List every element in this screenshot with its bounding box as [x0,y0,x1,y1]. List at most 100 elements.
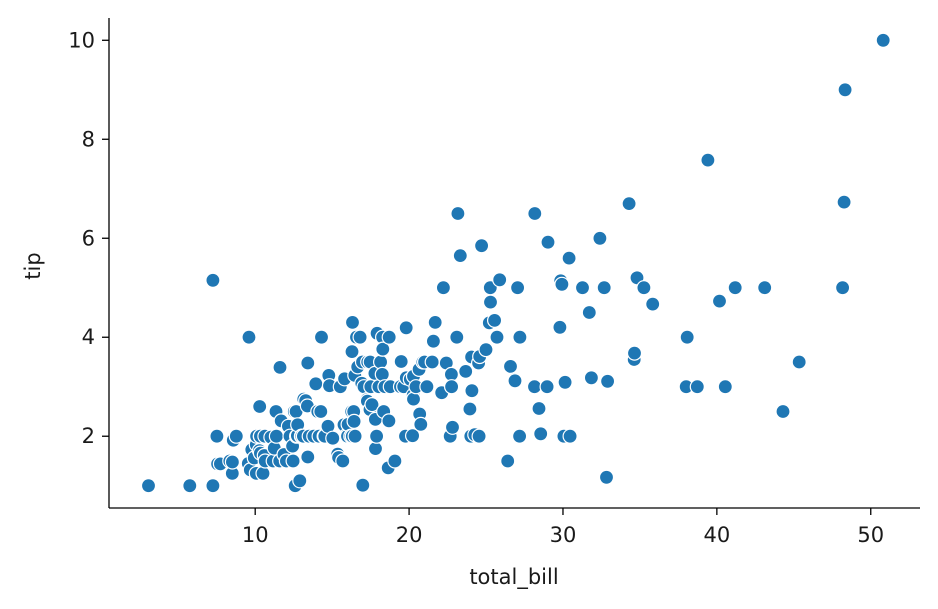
data-point [531,400,547,417]
data-point [471,428,487,444]
data-point [482,294,499,310]
data-point [487,312,503,328]
data-point [344,314,361,330]
data-point [444,379,460,395]
data-point [435,280,451,296]
x-tick-label: 30 [550,523,577,547]
data-point [452,248,468,264]
data-point [700,152,716,168]
data-point [352,329,368,345]
data-point [393,353,409,370]
data-point [375,341,391,357]
data-point [272,359,288,375]
data-point [292,473,308,489]
data-point [500,453,516,469]
data-point [205,478,221,494]
y-axis-label: tip [21,252,45,279]
data-point [374,366,390,382]
data-point [344,344,360,360]
data-point [346,413,362,429]
data-point [836,194,852,210]
x-tick-label: 50 [857,523,884,547]
x-axis-label: total_bill [469,565,558,590]
data-point [539,379,555,395]
data-point [507,373,523,389]
data-point [209,428,225,444]
data-point [552,319,568,335]
y-tick-label: 6 [82,226,95,250]
data-point [425,333,441,349]
data-point [347,428,363,444]
data-point [834,280,851,296]
data-point [381,329,397,345]
data-point [717,379,733,395]
data-point [449,329,465,345]
data-point [509,280,526,296]
data-point [405,391,422,407]
data-point [596,280,612,296]
x-tick-label: 40 [703,523,730,547]
data-point [791,354,807,370]
data-point [689,379,705,395]
data-point [581,304,597,321]
data-point [679,329,695,345]
data-point [228,428,244,444]
points-layer [140,32,891,494]
data-point [255,465,271,481]
y-tick-label: 10 [68,28,95,52]
data-point [583,370,600,386]
data-point [574,280,591,296]
data-point [775,403,791,420]
data-point [527,205,543,222]
data-point [252,398,268,415]
data-point [727,280,743,296]
data-point [458,363,474,379]
data-point [285,453,301,469]
y-ticks: 2 4 6 8 10 [68,28,109,448]
x-ticks: 10 20 30 40 50 [242,508,884,547]
data-point [308,376,324,392]
data-point [369,428,385,444]
data-point [626,345,643,361]
data-point [413,416,429,432]
data-point [182,478,198,494]
data-point [592,230,608,246]
data-point [300,449,316,465]
data-point [205,272,221,288]
data-point [599,373,616,389]
data-point [419,379,435,395]
data-point [300,355,316,371]
data-point [474,238,490,254]
data-point [492,272,508,288]
data-point [636,280,652,296]
data-point [424,354,440,370]
data-point [875,32,891,48]
y-tick-label: 4 [82,325,95,349]
data-point [381,413,397,429]
data-point [598,469,615,485]
data-point [478,342,494,358]
data-point [140,478,157,494]
data-point [561,250,577,266]
x-tick-label: 10 [242,523,269,547]
data-point [313,403,329,420]
data-point [554,276,570,292]
data-point [562,428,578,444]
y-tick-label: 8 [82,127,95,151]
x-tick-label: 20 [396,523,423,547]
data-point [540,234,556,250]
y-tick-label: 2 [82,424,95,448]
data-point [268,428,284,444]
data-point [335,453,351,469]
data-point [557,374,573,390]
data-point [313,329,330,345]
data-point [837,82,853,98]
data-point [511,428,528,444]
data-point [489,329,505,345]
data-point [464,383,480,399]
data-point [526,379,543,395]
data-point [462,401,478,417]
data-point [512,329,528,345]
data-point [398,320,414,336]
